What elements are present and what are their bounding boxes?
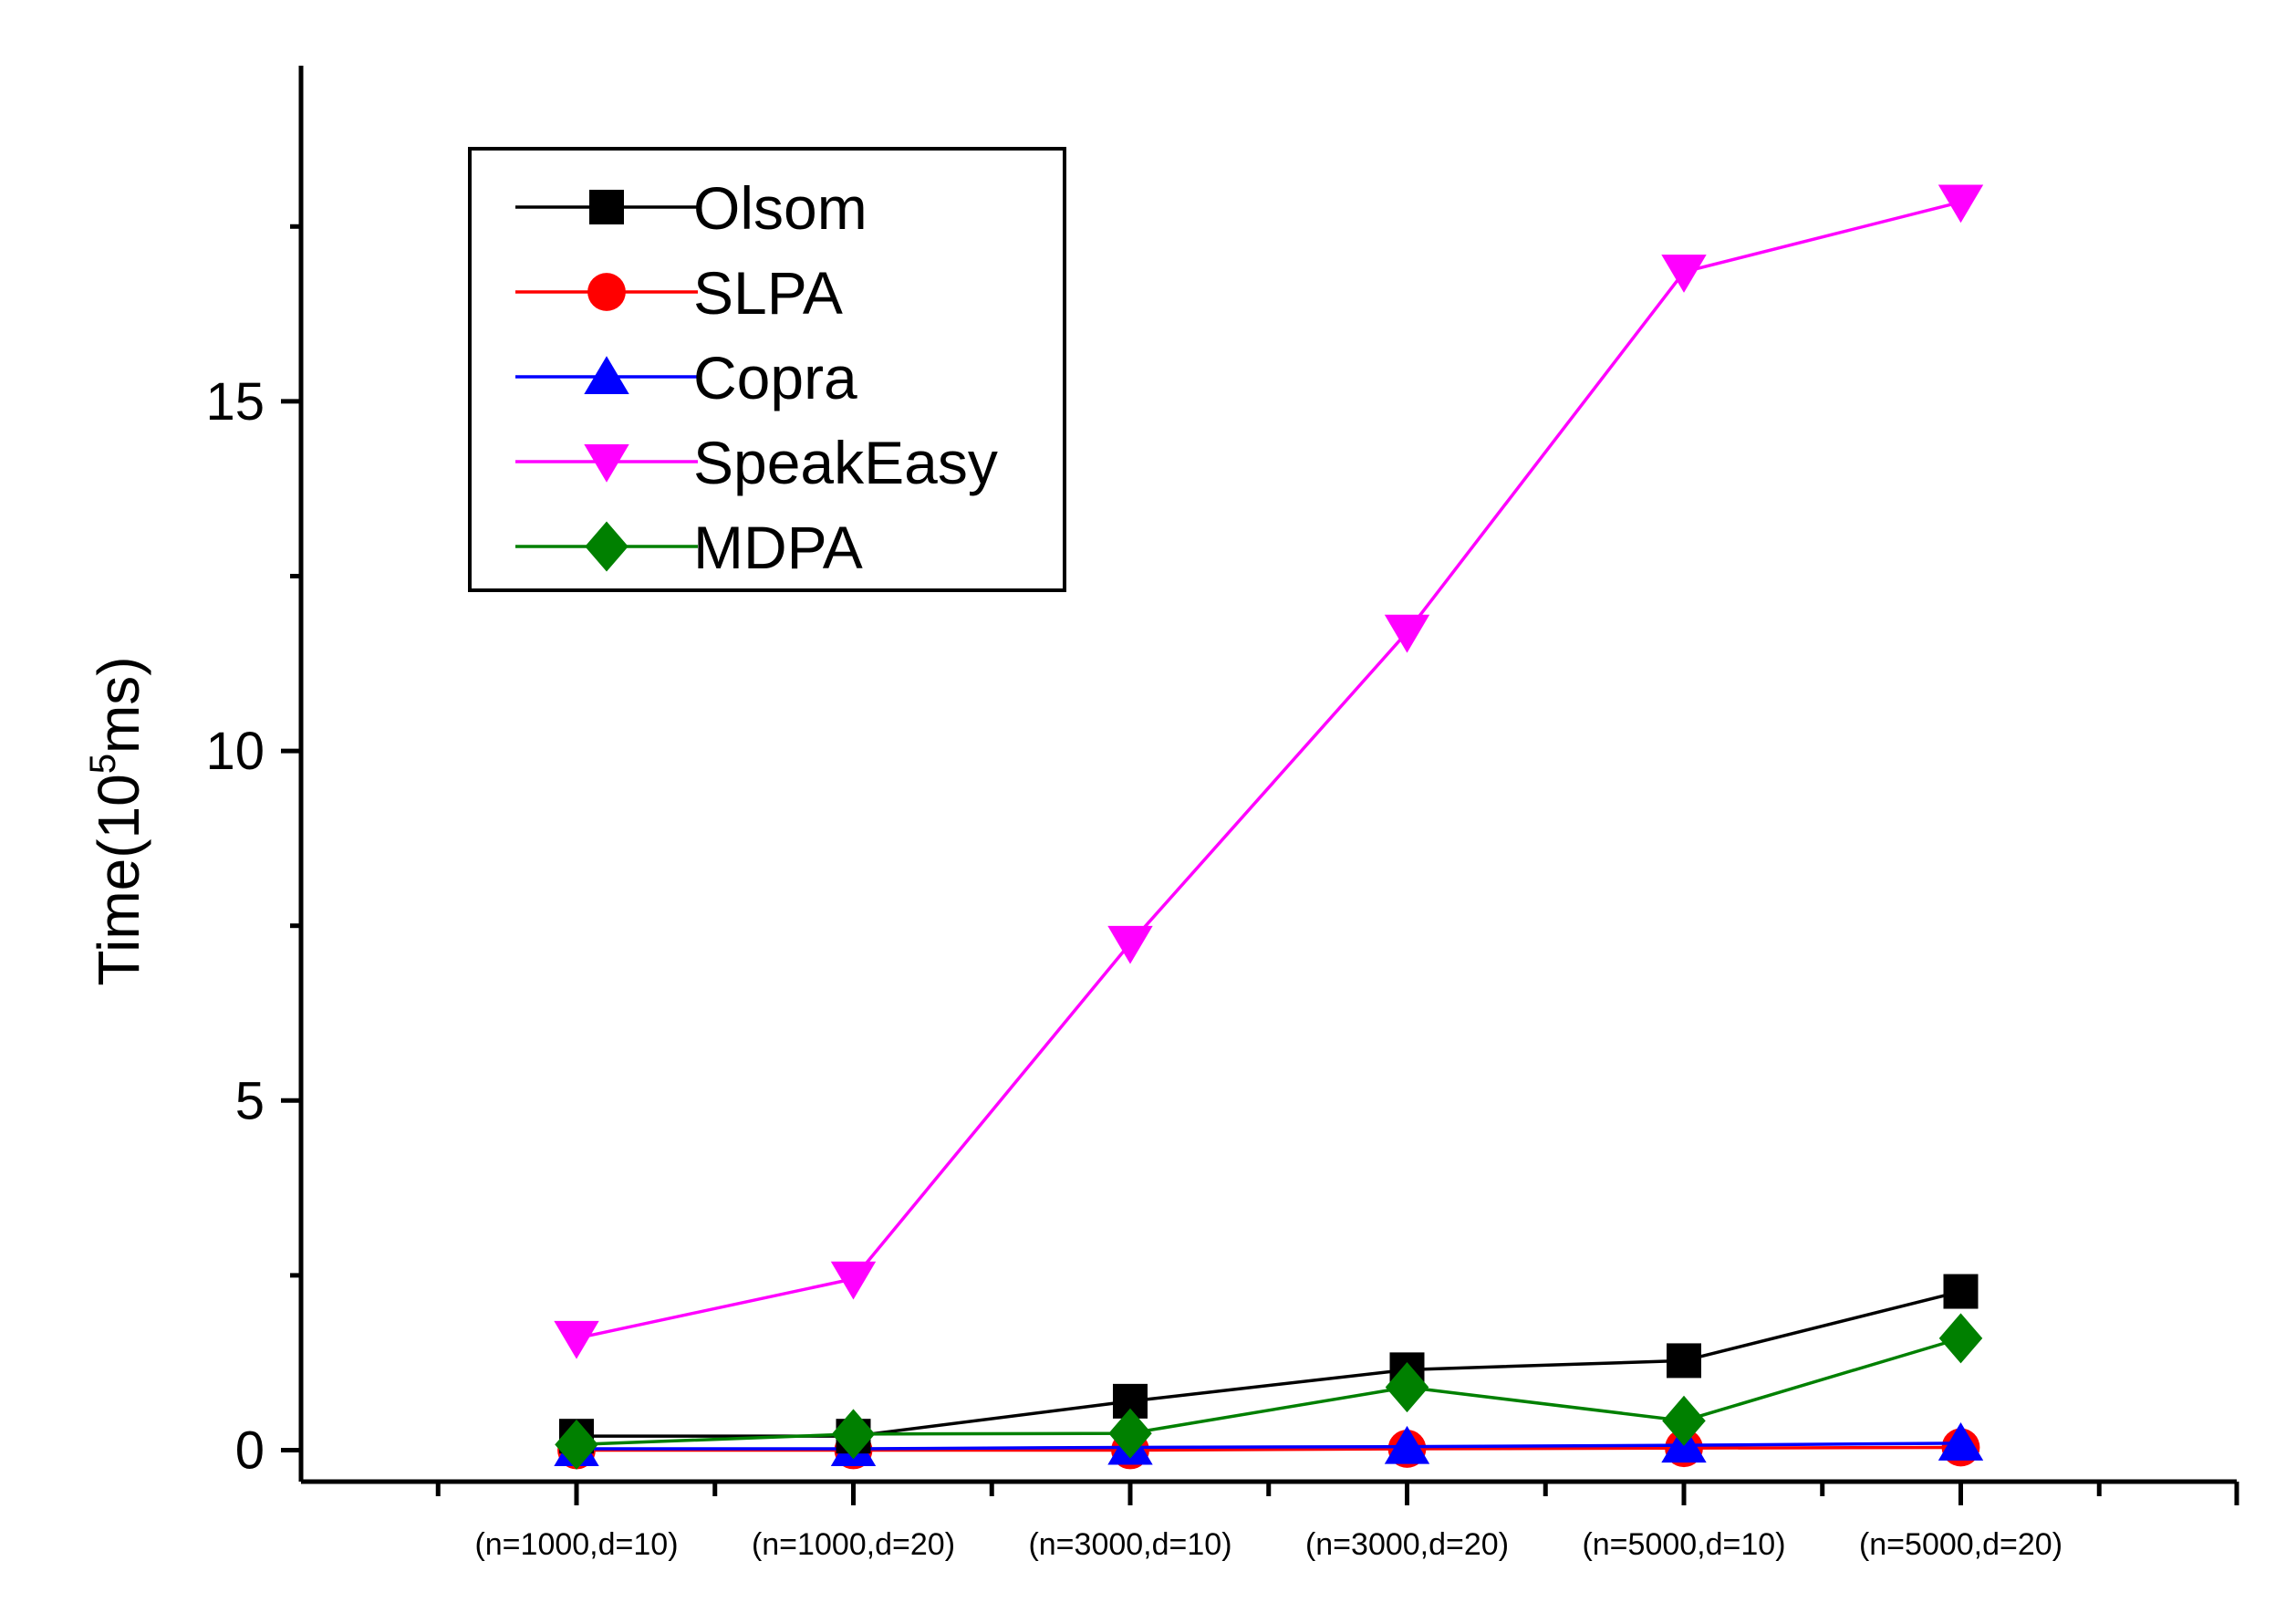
series-line [576, 1337, 1961, 1447]
legend-marker [587, 273, 626, 311]
legend-label: MDPA [693, 514, 863, 581]
legend-item-copra: Copra [515, 344, 857, 411]
x-tick-label: (n=3000,d=10) [1028, 1527, 1231, 1562]
data-point [1662, 1395, 1706, 1446]
legend-marker [584, 356, 629, 394]
data-point [1107, 925, 1153, 964]
legend-item-olsom: Olsom [515, 174, 867, 242]
x-tick-label: (n=5000,d=20) [1859, 1527, 2062, 1562]
series-line [577, 1289, 1961, 1438]
y-axis-title-main: Time(10 [86, 774, 151, 985]
y-tick-label: 10 [205, 722, 265, 781]
legend-label: Copra [693, 344, 857, 411]
series-mdpa [555, 1313, 1983, 1470]
data-point [1938, 184, 1984, 224]
data-point [1661, 255, 1707, 293]
x-tick-label: (n=1000,d=20) [752, 1527, 955, 1562]
data-point [831, 1409, 876, 1460]
data-point [1943, 1274, 1979, 1309]
y-tick-label: 5 [235, 1071, 265, 1130]
data-point [830, 1261, 877, 1300]
data-point [1384, 1425, 1430, 1464]
y-axis-title-suffix: ms) [86, 656, 151, 754]
x-tick-label: (n=3000,d=20) [1305, 1527, 1509, 1562]
data-point [1938, 1422, 1984, 1461]
series-olsom [559, 1274, 1979, 1454]
data-point [554, 1320, 599, 1359]
legend-marker [585, 521, 629, 572]
legend: Olsom SLPA Copra SpeakEasy MDPA [468, 147, 1066, 592]
x-tick-label: (n=5000,d=10) [1582, 1527, 1785, 1562]
y-axis-title: Time(105ms) [83, 656, 151, 985]
series-copra [554, 1422, 1984, 1466]
axes: 0 5 10 15 (n=1000,d=10) (n=1000,d=20) (n=3000,… [205, 66, 2239, 1562]
x-tick-label: (n=1000,d=10) [474, 1527, 678, 1562]
legend-item-speakeasy: SpeakEasy [515, 429, 998, 496]
series-layer [554, 184, 1984, 1470]
series-line [576, 200, 1961, 1340]
legend-label: Olsom [693, 174, 867, 242]
series-speakeasy [554, 184, 1984, 1359]
y-tick-label: 15 [205, 372, 265, 432]
data-point [1938, 1313, 1983, 1364]
data-point [1385, 1361, 1429, 1413]
data-point [1108, 1408, 1152, 1459]
y-axis-title-superscript: 5 [83, 754, 123, 774]
legend-item-mdpa: MDPA [515, 514, 863, 581]
y-tick-label: 0 [235, 1421, 265, 1481]
data-point [1667, 1343, 1701, 1379]
legend-label: SLPA [693, 259, 843, 327]
legend-marker [584, 444, 629, 483]
legend-item-slpa: SLPA [515, 259, 843, 327]
data-point [1384, 614, 1430, 653]
legend-label: SpeakEasy [693, 429, 998, 496]
data-point [555, 1419, 598, 1470]
series-line [577, 1441, 1961, 1451]
legend-marker [589, 190, 624, 224]
legend-box [468, 147, 1066, 592]
